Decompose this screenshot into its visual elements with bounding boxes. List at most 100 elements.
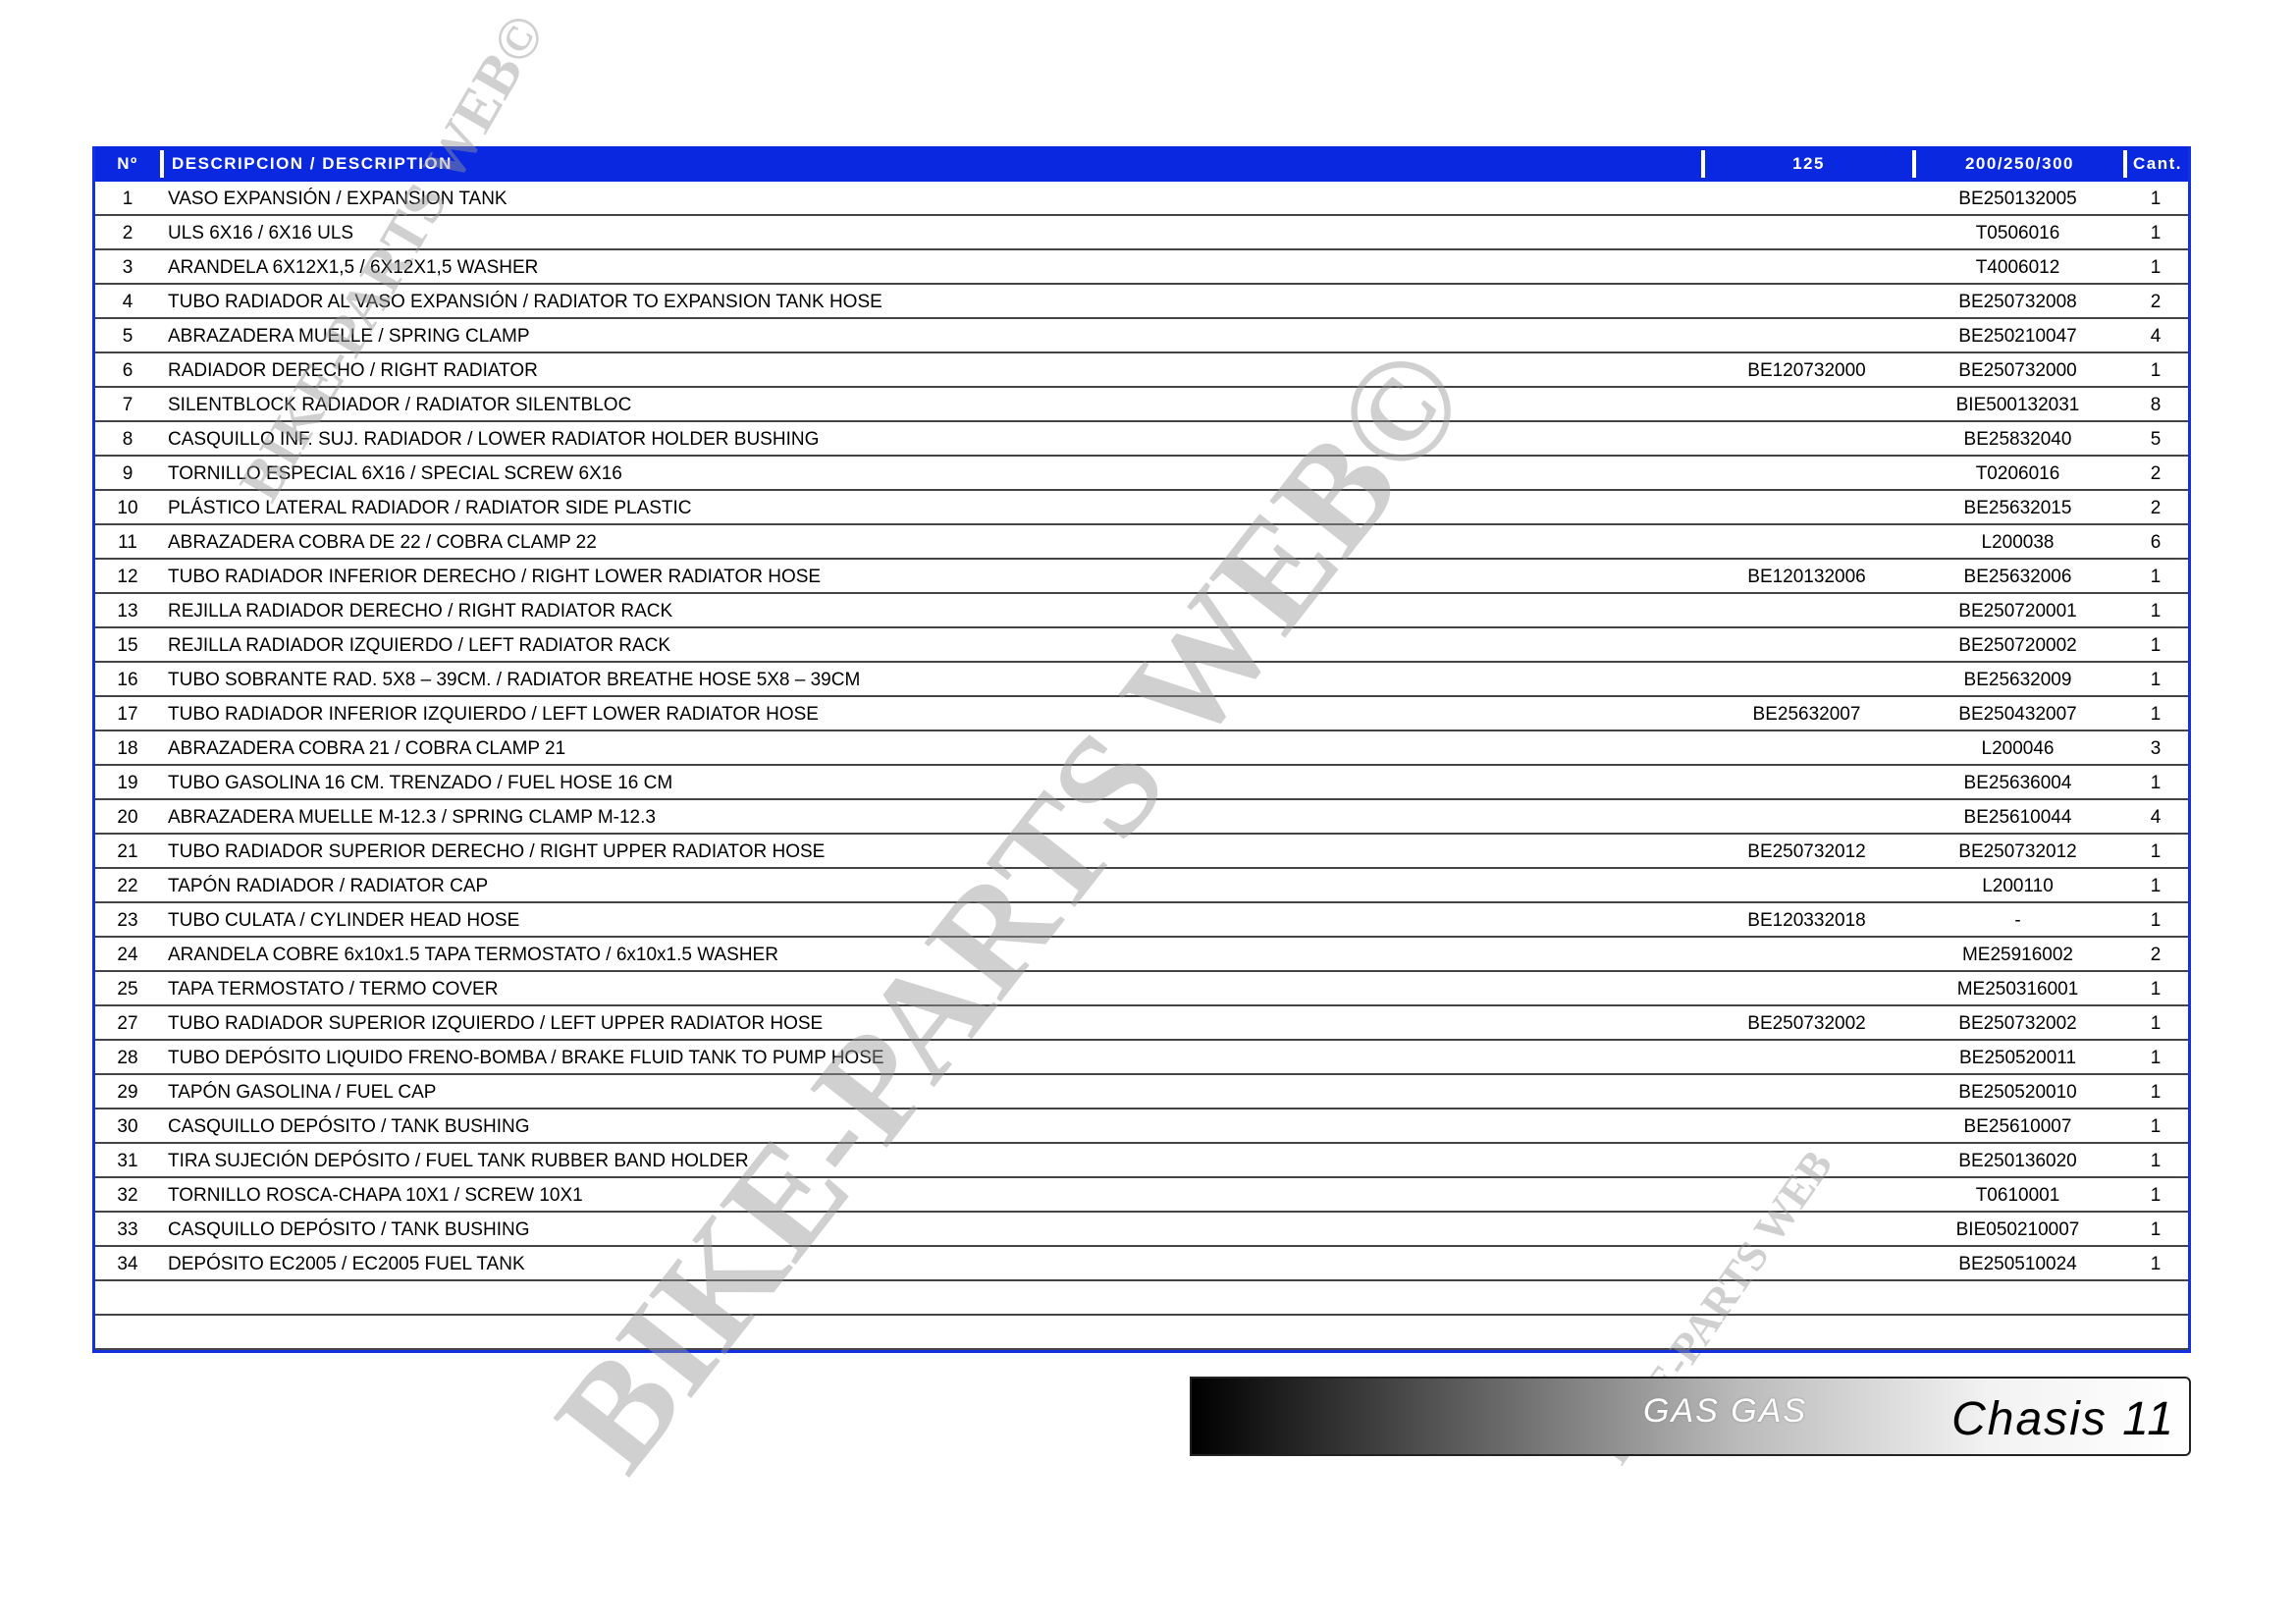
item-number [95, 1344, 160, 1348]
parts-table: Nº DESCRIPCION / DESCRIPTION 125 200/250… [92, 146, 2191, 1353]
part-125 [1701, 416, 1912, 420]
item-description: RADIADOR DERECHO / RIGHT RADIATOR [168, 360, 538, 381]
item-description: ARANDELA COBRE 6x10x1.5 TAPA TERMOSTATO … [168, 945, 778, 965]
part-125 [1701, 279, 1912, 283]
part-200-250-300: BE250210047 [1958, 326, 2077, 347]
item-number: 2 [122, 223, 133, 243]
table-header: Nº DESCRIPCION / DESCRIPTION 125 200/250… [95, 146, 2188, 182]
item-quantity: 4 [2150, 807, 2162, 828]
item-description: TUBO CULATA / CYLINDER HEAD HOSE [168, 910, 520, 931]
item-quantity: 1 [2150, 223, 2162, 243]
item-number: 21 [117, 841, 138, 862]
header-number: Nº [117, 154, 138, 173]
item-number: 7 [122, 395, 133, 415]
table-row: 13 REJILLA RADIADOR DERECHO / RIGHT RADIA… [95, 594, 2188, 628]
header-divider [160, 150, 164, 178]
item-quantity: 1 [2150, 601, 2162, 622]
item-number: 16 [117, 670, 138, 690]
header-divider [1912, 150, 1916, 178]
table-row: 31 TIRA SUJECIÓN DEPÓSITO / FUEL TANK RUB… [95, 1144, 2188, 1178]
part-125 [1701, 1241, 1912, 1245]
item-quantity: 1 [2150, 1116, 2162, 1137]
item-description: TAPÓN RADIADOR / RADIATOR CAP [168, 876, 489, 896]
part-125 [1701, 348, 1912, 352]
part-200-250-300: BE250136020 [1958, 1151, 2077, 1171]
item-number: 10 [117, 498, 138, 518]
item-description: REJILLA RADIADOR DERECHO / RIGHT RADIATO… [168, 601, 673, 622]
item-description [160, 1344, 1701, 1348]
item-number: 31 [117, 1151, 138, 1171]
part-125 [1701, 451, 1912, 455]
part-125 [1701, 1172, 1912, 1176]
part-125 [1701, 897, 1912, 901]
part-200-250-300: BE250510024 [1958, 1254, 2077, 1274]
header-200-250-300: 200/250/300 [1964, 154, 2075, 173]
header-125: 125 [1792, 154, 1825, 173]
table-row: 4 TUBO RADIADOR AL VASO EXPANSIÓN / RADIA… [95, 285, 2188, 319]
part-200-250-300: BE250520010 [1958, 1082, 2077, 1103]
brand-label: GAS GAS [1643, 1392, 1808, 1430]
item-description: SILENTBLOCK RADIADOR / RADIATOR SILENTBL… [168, 395, 632, 415]
part-200-250-300: BE25632015 [1963, 498, 2072, 518]
part-125 [1701, 519, 1912, 523]
item-number: 13 [117, 601, 138, 622]
table-row: 10 PLÁSTICO LATERAL RADIADOR / RADIATOR S… [95, 491, 2188, 525]
item-description: VASO EXPANSIÓN / EXPANSION TANK [168, 189, 507, 209]
item-quantity: 1 [2150, 670, 2162, 690]
table-row: 5 ABRAZADERA MUELLE / SPRING CLAMP BE25021… [95, 319, 2188, 353]
item-quantity: 2 [2150, 463, 2162, 484]
item-number: 33 [117, 1219, 138, 1240]
part-200-250-300: T0206016 [1975, 463, 2060, 484]
item-description: ULS 6X16 / 6X16 ULS [168, 223, 354, 243]
part-125 [1701, 760, 1912, 764]
item-quantity: 1 [2150, 1013, 2162, 1034]
item-quantity: 1 [2150, 257, 2162, 278]
item-description: TORNILLO ROSCA-CHAPA 10X1 / SCREW 10X1 [168, 1185, 583, 1206]
item-quantity: 1 [2150, 1151, 2162, 1171]
item-number: 24 [117, 945, 138, 965]
table-row: 1 VASO EXPANSIÓN / EXPANSION TANK BE250132… [95, 182, 2188, 216]
part-200-250-300: BE250132005 [1958, 189, 2077, 209]
item-quantity: 2 [2150, 292, 2162, 312]
item-description: TUBO SOBRANTE RAD. 5X8 – 39CM. / RADIATO… [168, 670, 861, 690]
part-200-250-300: ME25916002 [1961, 945, 2074, 965]
item-number: 27 [117, 1013, 138, 1034]
table-row: 7 SILENTBLOCK RADIADOR / RADIATOR SILENTB… [95, 388, 2188, 422]
table-row: 25 TAPA TERMOSTATO / TERMO COVER ME2503160… [95, 972, 2188, 1006]
table-row: 8 CASQUILLO INF. SUJ. RADIADOR / LOWER RA… [95, 422, 2188, 457]
item-number: 12 [117, 567, 138, 587]
part-200-250-300: BIE500132031 [1955, 395, 2080, 415]
item-description: TAPA TERMOSTATO / TERMO COVER [168, 979, 499, 1000]
table-row: 30 CASQUILLO DEPÓSITO / TANK BUSHING BE256… [95, 1109, 2188, 1144]
table-row: 20 ABRAZADERA MUELLE M-12.3 / SPRING CLAM… [95, 800, 2188, 835]
item-quantity: 2 [2150, 945, 2162, 965]
item-quantity: 5 [2150, 429, 2162, 450]
item-description: TUBO DEPÓSITO LIQUIDO FRENO-BOMBA / BRAK… [168, 1048, 884, 1068]
part-200-250-300: BIE050210007 [1955, 1219, 2080, 1240]
part-125 [1701, 657, 1912, 661]
item-quantity: 1 [2150, 773, 2162, 793]
item-quantity: 1 [2150, 635, 2162, 656]
part-125 [1701, 210, 1912, 214]
part-125 [1701, 1275, 1912, 1279]
table-row [95, 1281, 2188, 1316]
table-body: 1 VASO EXPANSIÓN / EXPANSION TANK BE250132… [95, 182, 2188, 1350]
item-number: 11 [118, 532, 137, 553]
table-row: 33 CASQUILLO DEPÓSITO / TANK BUSHING BIE05… [95, 1213, 2188, 1247]
item-quantity: 1 [2150, 979, 2162, 1000]
part-200-250-300: BE250732008 [1958, 292, 2077, 312]
part-200-250-300: BE25636004 [1963, 773, 2072, 793]
part-125 [1701, 794, 1912, 798]
table-row: 11 ABRAZADERA COBRA DE 22 / COBRA CLAMP 2… [95, 525, 2188, 560]
part-125 [1701, 554, 1912, 558]
table-row: 2 ULS 6X16 / 6X16 ULS T0506016 1 [95, 216, 2188, 250]
part-200-250-300: BE250732012 [1958, 841, 2077, 862]
item-number: 17 [117, 704, 138, 725]
item-quantity: 1 [2150, 910, 2162, 931]
item-number: 32 [117, 1185, 138, 1206]
item-number: 30 [117, 1116, 138, 1137]
part-125: BE120132006 [1747, 567, 1866, 587]
table-row: 16 TUBO SOBRANTE RAD. 5X8 – 39CM. / RADIA… [95, 663, 2188, 697]
item-number: 9 [122, 463, 133, 484]
table-row [95, 1316, 2188, 1350]
